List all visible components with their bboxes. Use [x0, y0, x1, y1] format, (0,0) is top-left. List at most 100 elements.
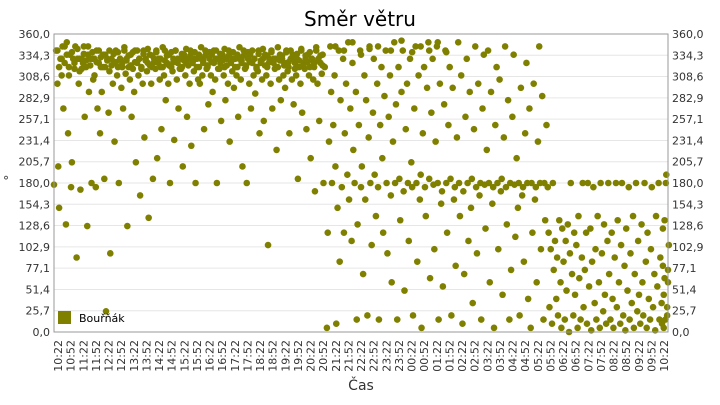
data-point	[434, 179, 442, 187]
data-point	[221, 45, 228, 53]
data-point	[382, 47, 390, 54]
x-tick-label: 12:52	[115, 340, 128, 372]
data-point	[314, 80, 321, 87]
x-tick-label: 00:22	[406, 340, 419, 372]
x-tick-label: 13:52	[140, 340, 153, 372]
data-point	[454, 38, 462, 46]
data-point	[263, 72, 270, 79]
data-point	[73, 254, 80, 261]
data-point	[376, 121, 384, 129]
data-point	[387, 47, 395, 54]
data-point	[288, 76, 296, 83]
data-point	[159, 43, 167, 51]
data-point	[416, 196, 424, 203]
data-point	[101, 51, 109, 58]
y-tick-label: 77,1	[26, 262, 51, 275]
data-point	[432, 138, 439, 145]
data-point	[247, 105, 255, 112]
data-point	[139, 80, 146, 87]
data-point	[429, 55, 436, 63]
chart-title: Směr větru	[304, 7, 416, 31]
data-point	[357, 51, 365, 58]
data-point	[659, 225, 667, 232]
x-tick-label: 11:22	[77, 340, 90, 372]
data-point	[626, 316, 633, 323]
data-point	[199, 57, 207, 64]
data-point	[468, 175, 476, 183]
data-point	[523, 59, 530, 67]
data-point	[558, 324, 565, 332]
data-point	[68, 48, 76, 56]
data-point	[58, 55, 65, 63]
data-point	[374, 183, 382, 191]
data-point	[174, 55, 181, 63]
data-point	[122, 70, 129, 78]
data-point	[195, 63, 203, 71]
plot-frame	[53, 33, 669, 333]
data-point	[587, 225, 594, 232]
x-tick-label: 13:22	[128, 340, 141, 372]
data-point	[62, 221, 70, 228]
data-point	[501, 43, 509, 50]
data-point	[141, 134, 148, 141]
data-point	[136, 192, 144, 199]
data-point	[98, 88, 106, 96]
data-point	[239, 163, 246, 170]
data-point	[82, 57, 90, 64]
data-point	[187, 142, 195, 150]
data-point	[351, 179, 358, 187]
data-point	[176, 65, 184, 73]
data-point	[147, 80, 155, 87]
data-point	[319, 62, 326, 69]
x-tick-label: 11:52	[90, 340, 103, 372]
data-point	[583, 320, 591, 328]
data-point	[607, 316, 614, 323]
data-point	[267, 80, 274, 87]
data-point	[574, 324, 581, 332]
data-point	[636, 320, 644, 328]
data-point	[644, 229, 651, 236]
data-point	[386, 72, 394, 79]
data-point	[298, 109, 306, 116]
data-point	[413, 179, 420, 187]
data-point	[357, 183, 365, 191]
data-point	[396, 216, 404, 224]
data-point	[531, 196, 539, 203]
y-tick-label: 154,3	[19, 198, 51, 211]
data-point	[236, 43, 243, 51]
data-point	[584, 179, 592, 187]
data-point	[399, 47, 407, 54]
data-point	[413, 258, 421, 265]
data-point	[624, 287, 631, 294]
data-point	[325, 138, 333, 145]
data-point	[401, 287, 408, 294]
data-point	[292, 72, 300, 79]
y-tick-label: 360,0	[19, 28, 51, 41]
x-tick-label: 19:52	[292, 340, 305, 372]
data-point	[618, 179, 626, 187]
data-point	[544, 183, 552, 191]
data-point	[64, 130, 72, 137]
data-point	[550, 266, 558, 274]
data-point	[545, 229, 552, 236]
data-point	[166, 179, 174, 187]
data-point	[408, 183, 416, 191]
y-tick-label-right: 360,0	[672, 28, 704, 41]
data-point	[169, 67, 176, 75]
data-point	[645, 295, 653, 303]
x-tick-label: 10:22	[52, 340, 65, 372]
data-point	[476, 192, 483, 199]
data-point	[229, 48, 237, 56]
data-point	[295, 57, 303, 64]
data-point	[153, 48, 160, 56]
data-point	[658, 299, 665, 307]
data-point	[403, 80, 411, 87]
data-point	[428, 109, 435, 116]
data-point	[472, 183, 480, 191]
x-tick-label: 14:52	[166, 340, 179, 372]
data-point	[91, 72, 98, 79]
data-point	[442, 48, 450, 56]
data-point	[438, 187, 446, 195]
data-point	[655, 179, 662, 187]
data-point	[404, 179, 412, 187]
